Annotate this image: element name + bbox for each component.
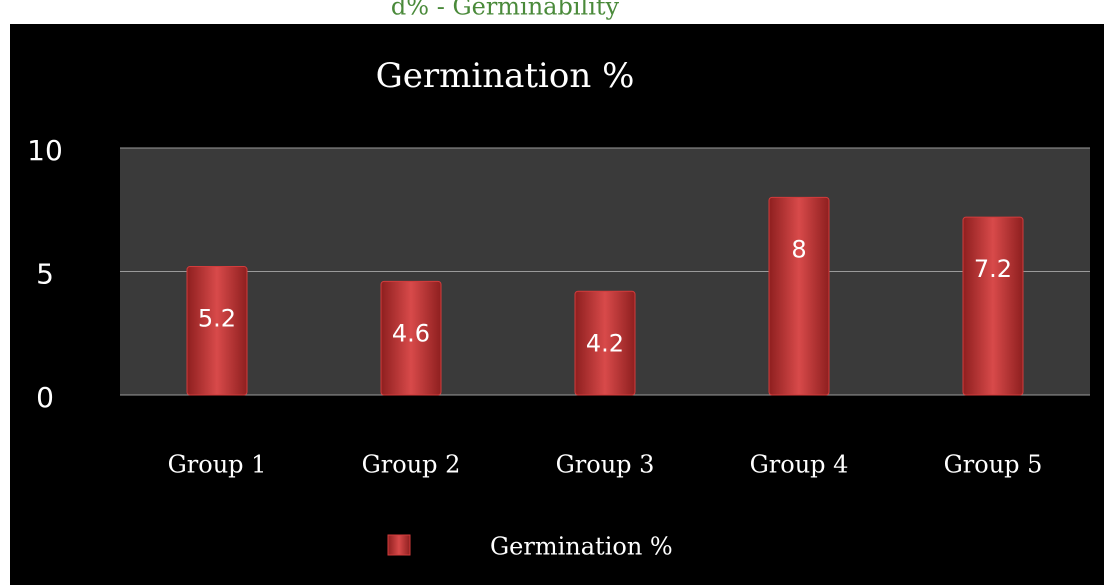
y-tick-label: 0 [36,381,54,414]
data-label: 5.2 [198,305,236,333]
y-tick-label: 10 [27,134,63,167]
legend-marker [387,534,411,556]
y-tick-label: 5 [36,258,54,291]
legend-label: Germination % [490,533,673,561]
bar [186,266,248,396]
bar [380,280,442,396]
x-tick-label: Group 1 [168,451,267,479]
bar [574,290,636,396]
x-tick-label: Group 2 [362,451,461,479]
data-label: 7.2 [974,255,1012,283]
bar [962,216,1024,396]
bar [768,196,830,396]
x-tick-label: Group 5 [944,451,1043,479]
caption: d% - Germinability [391,0,620,21]
data-label: 4.2 [586,329,624,357]
chart-title: Germination % [376,56,635,96]
x-tick-label: Group 3 [556,451,655,479]
x-tick-label: Group 4 [750,451,849,479]
data-label: 4.6 [392,319,430,347]
data-label: 8 [791,235,806,263]
